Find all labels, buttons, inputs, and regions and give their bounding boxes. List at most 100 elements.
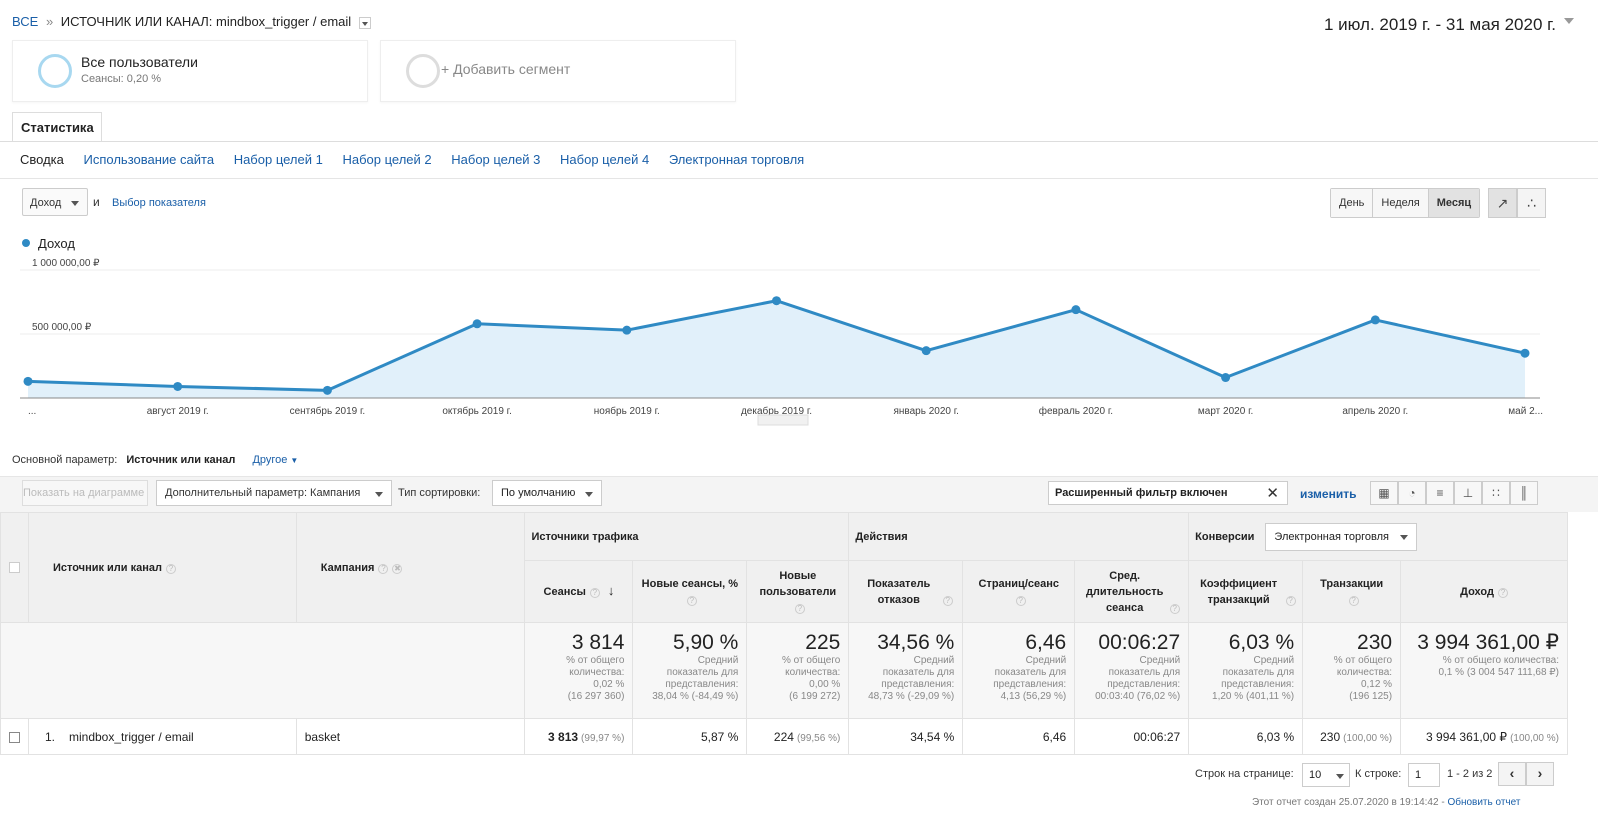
col-sessions[interactable]: Сеансы? ↓ bbox=[524, 560, 634, 623]
pivot-view-icon[interactable]: ║ bbox=[1510, 481, 1538, 505]
other-dimension-link[interactable]: Другое bbox=[252, 454, 288, 466]
chevron-right-icon[interactable]: › bbox=[1526, 762, 1554, 786]
close-icon[interactable]: ✕ bbox=[1266, 485, 1279, 502]
data-point[interactable] bbox=[472, 319, 482, 329]
select-all-checkbox[interactable] bbox=[8, 562, 20, 574]
help-icon[interactable]: ? bbox=[794, 603, 805, 614]
help-icon[interactable]: ? bbox=[378, 563, 389, 574]
totals-cell: 3 814% от общего количества: 0,02 % (16 297… bbox=[524, 622, 634, 719]
help-icon[interactable]: ? bbox=[1015, 595, 1026, 606]
data-point[interactable] bbox=[921, 346, 931, 356]
col-bounce-rate[interactable]: Показатель отказов? bbox=[848, 560, 964, 623]
col-avg-session-duration[interactable]: Сред. длительность сеанса? bbox=[1074, 560, 1190, 623]
subnav-ecommerce[interactable]: Электронная торговля bbox=[668, 152, 805, 167]
col-transactions-label: Транзакции bbox=[1320, 577, 1384, 590]
row-checkbox[interactable] bbox=[8, 731, 20, 743]
breadcrumb-dropdown-icon[interactable] bbox=[358, 16, 371, 29]
col-transactions[interactable]: Транзакции? bbox=[1302, 560, 1402, 623]
subnav-summary[interactable]: Сводка bbox=[20, 152, 64, 167]
period-month-button[interactable]: Месяц bbox=[1428, 189, 1480, 217]
motion-chart-icon[interactable]: ∴ bbox=[1517, 188, 1546, 218]
subnav-goal-set-4[interactable]: Набор целей 4 bbox=[560, 152, 650, 167]
chart-collapse-handle[interactable] bbox=[757, 414, 809, 426]
data-point[interactable] bbox=[322, 385, 332, 395]
table-row[interactable]: 1. mindbox_trigger / email basket 3 813 (9… bbox=[0, 718, 1568, 755]
data-point[interactable] bbox=[1071, 305, 1081, 315]
help-icon[interactable]: ? bbox=[1348, 595, 1359, 606]
edit-filter-link[interactable]: изменить bbox=[1300, 487, 1357, 501]
col-campaign[interactable]: Кампания? ✖ bbox=[295, 512, 526, 623]
conversion-type-select[interactable]: Электронная торговля bbox=[1265, 522, 1418, 551]
metric-select-value: Доход bbox=[30, 197, 62, 209]
period-week-button[interactable]: Неделя bbox=[1373, 189, 1429, 217]
totals-cell: 6,03 % Средний показатель для представления… bbox=[1188, 622, 1304, 719]
pie-view-icon[interactable]: ◔ bbox=[1398, 481, 1426, 505]
help-icon[interactable]: ? bbox=[1285, 595, 1296, 606]
segment-subtitle: Сеансы: 0,20 % bbox=[81, 73, 162, 85]
row-source-link[interactable]: mindbox_trigger / email bbox=[68, 729, 194, 744]
breadcrumb-all-link[interactable]: ВСЕ bbox=[12, 14, 39, 29]
sort-type-select[interactable]: По умолчанию bbox=[492, 480, 602, 506]
comparison-view-icon[interactable]: ⊥ bbox=[1454, 481, 1482, 505]
help-icon[interactable]: ? bbox=[942, 595, 953, 606]
row-metric-value: 6,03 % bbox=[1256, 729, 1295, 744]
totals-cell: 230% от общего количества: 0,12 % (196 125) bbox=[1302, 622, 1402, 719]
x-tick-label: май 2... bbox=[1508, 406, 1543, 417]
term-cloud-view-icon[interactable]: ∷ bbox=[1482, 481, 1510, 505]
col-transaction-rate[interactable]: Коэффициент транзакций? bbox=[1188, 560, 1304, 623]
goto-row-label: К строке: bbox=[1355, 768, 1402, 780]
y-tick-label: 1 000 000,00 ₽ bbox=[32, 258, 100, 269]
totals-note: 0,12 % bbox=[1360, 679, 1393, 690]
row-campaign-link[interactable]: basket bbox=[304, 729, 341, 744]
col-new-users[interactable]: Новые пользователи? bbox=[746, 560, 850, 623]
totals-note: % от общего bbox=[781, 655, 841, 666]
totals-note: 4,13 (56,29 %) bbox=[1000, 691, 1067, 702]
help-icon[interactable]: ? bbox=[686, 595, 697, 606]
col-source-medium-label: Источник или канал bbox=[52, 561, 162, 574]
totals-note: представления: bbox=[665, 679, 739, 690]
advanced-filter-field[interactable]: Расширенный фильтр включен ✕ bbox=[1048, 481, 1288, 505]
col-pages-per-session[interactable]: Страниц/сеанс? bbox=[962, 560, 1076, 623]
revenue-area bbox=[28, 300, 1525, 398]
data-point[interactable] bbox=[1221, 373, 1231, 383]
col-source-medium[interactable]: Источник или канал? bbox=[27, 512, 297, 623]
group-traffic-sources: Источники трафика bbox=[524, 512, 850, 561]
plot-rows-button: Показать на диаграмме bbox=[22, 480, 148, 506]
goto-row-input[interactable]: 1 bbox=[1408, 763, 1440, 787]
row-metric-value: 34,54 % bbox=[910, 729, 955, 744]
subnav-goal-set-2[interactable]: Набор целей 2 bbox=[342, 152, 432, 167]
subnav-goal-set-3[interactable]: Набор целей 3 bbox=[451, 152, 541, 167]
data-point[interactable] bbox=[173, 381, 183, 391]
performance-view-icon[interactable]: ≡ bbox=[1426, 481, 1454, 505]
help-icon[interactable]: ? bbox=[589, 588, 600, 598]
date-range-picker[interactable]: 1 июл. 2019 г. - 31 мая 2020 г. bbox=[1324, 15, 1574, 35]
help-icon[interactable]: ? bbox=[1497, 587, 1508, 598]
rows-per-page-select[interactable]: 10 bbox=[1302, 763, 1350, 787]
data-point[interactable] bbox=[1520, 348, 1530, 358]
subnav-site-usage[interactable]: Использование сайта bbox=[83, 152, 215, 167]
subnav-goal-set-1[interactable]: Набор целей 1 bbox=[233, 152, 323, 167]
period-day-button[interactable]: День bbox=[1331, 189, 1374, 217]
col-revenue[interactable]: Доход? bbox=[1400, 560, 1568, 623]
table-view-icon[interactable]: ▦ bbox=[1370, 481, 1398, 505]
help-icon[interactable]: ? bbox=[165, 563, 176, 574]
choose-metric-link[interactable]: Выбор показателя bbox=[112, 197, 206, 209]
secondary-dimension-select[interactable]: Дополнительный параметр: Кампания bbox=[156, 480, 392, 506]
segment-all-users[interactable]: Все пользователи Сеансы: 0,20 % bbox=[12, 40, 368, 102]
totals-note: представления: bbox=[1107, 679, 1181, 690]
totals-note: 48,73 % (-29,09 %) bbox=[868, 691, 955, 702]
group-conversions: Конверсии Электронная торговля bbox=[1188, 512, 1568, 561]
add-segment-button[interactable]: + Добавить сегмент bbox=[380, 40, 736, 102]
help-icon[interactable]: ? bbox=[1169, 603, 1180, 614]
data-point[interactable] bbox=[1370, 315, 1380, 325]
chevron-left-icon[interactable]: ‹ bbox=[1498, 762, 1526, 786]
line-chart-icon[interactable]: ↗ bbox=[1488, 188, 1517, 218]
data-point[interactable] bbox=[622, 325, 632, 335]
remove-dimension-icon[interactable]: ✖ bbox=[392, 563, 403, 574]
data-point[interactable] bbox=[772, 296, 781, 306]
data-point[interactable] bbox=[23, 376, 33, 386]
refresh-report-link[interactable]: Обновить отчет bbox=[1447, 797, 1521, 808]
tab-statistics[interactable]: Статистика bbox=[12, 112, 102, 142]
col-new-sessions-pct[interactable]: Новые сеансы, %? bbox=[632, 560, 748, 623]
metric-select[interactable]: Доход bbox=[22, 188, 88, 216]
